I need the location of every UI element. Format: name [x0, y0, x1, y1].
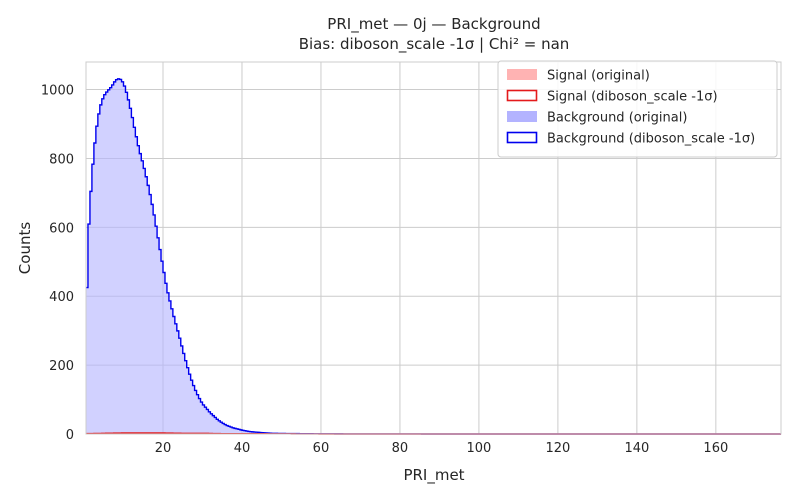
legend-item: Signal (diboson_scale -1σ)	[506, 89, 718, 105]
x-tick-label: 80	[392, 441, 409, 456]
background-original-fill	[86, 78, 781, 434]
y-tick-label: 800	[49, 152, 74, 167]
x-axis-label: PRI_met	[403, 466, 464, 485]
legend-box	[497, 60, 778, 158]
y-tick-label: 600	[49, 221, 74, 236]
chart-title: PRI_met — 0j — Background	[327, 15, 540, 34]
y-tick-label: 1000	[41, 84, 74, 99]
plot-border	[85, 61, 782, 435]
legend: Signal (original) Signal (diboson_scale -…	[497, 60, 778, 158]
legend-swatch	[507, 111, 537, 122]
legend-item: Background (original)	[507, 111, 687, 126]
y-tick-label: 0	[66, 428, 74, 443]
x-tick-label: 60	[313, 441, 330, 456]
legend-label: Signal (diboson_scale -1σ)	[547, 90, 718, 105]
legend-swatch	[506, 89, 538, 102]
x-tick-label: 100	[466, 441, 491, 456]
legend-item: Signal (original)	[507, 69, 650, 84]
plot-frame	[85, 61, 782, 435]
legend-label: Background (original)	[547, 111, 687, 126]
legend-label: Signal (original)	[547, 69, 650, 84]
legend-label: Background (diboson_scale -1σ)	[547, 132, 755, 147]
x-axis-ticks: 20 40 60 80 100 120 140 160	[155, 441, 729, 456]
x-tick-label: 140	[624, 441, 649, 456]
x-tick-label: 120	[545, 441, 570, 456]
x-tick-label: 20	[155, 441, 172, 456]
x-tick-label: 40	[234, 441, 251, 456]
legend-swatch	[507, 69, 537, 80]
x-tick-label: 160	[703, 441, 728, 456]
y-tick-label: 400	[49, 290, 74, 305]
y-axis-label: Counts	[16, 222, 34, 275]
y-tick-label: 200	[49, 359, 74, 374]
y-axis-ticks: 0 200 400 600 800 1000	[41, 84, 74, 443]
chart-subtitle: Bias: diboson_scale -1σ | Chi² = nan	[299, 35, 570, 54]
legend-swatch	[506, 131, 538, 144]
legend-item: Background (diboson_scale -1σ)	[506, 131, 755, 147]
